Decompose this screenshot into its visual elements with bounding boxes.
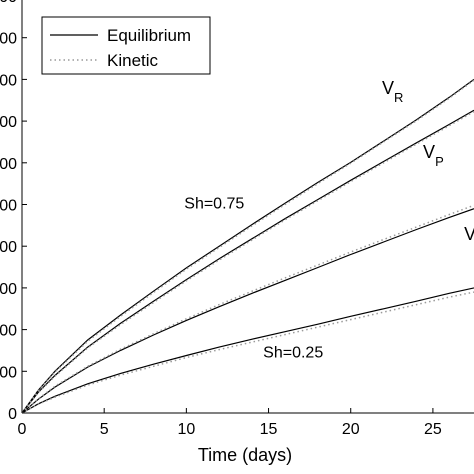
axis-layer: 0510152025000000000000000000000: [0, 0, 474, 438]
curve-label-subscript-0: R: [394, 90, 403, 105]
y-tick-label-400: 00: [0, 239, 17, 256]
curve-label-subscript-1: P: [435, 154, 444, 169]
series-line-2: [21, 208, 474, 414]
y-tick-label-1000: 00: [0, 0, 17, 6]
curve-label-2: V: [464, 224, 474, 244]
series-line-0: [21, 78, 474, 414]
curve-label-0: VR: [382, 78, 403, 105]
annotation-1: Sh=0.25: [263, 345, 323, 362]
y-tick-label-100: 00: [0, 364, 17, 381]
series-line-6: [21, 204, 474, 414]
legend-label-kinetic: Kinetic: [107, 51, 159, 70]
x-tick-label-25: 25: [424, 421, 442, 438]
annotation-0: Sh=0.75: [184, 196, 244, 213]
x-tick-label-0: 0: [18, 421, 27, 438]
y-tick-label-700: 00: [0, 114, 17, 131]
y-tick-label-0: 0: [8, 406, 17, 423]
x-tick-label-10: 10: [177, 421, 195, 438]
series-layer: [21, 78, 474, 414]
series-line-4: [21, 79, 474, 414]
legend-box: [41, 16, 211, 75]
x-tick-label-15: 15: [260, 421, 278, 438]
legend: Equilibrium Kinetic: [41, 16, 211, 75]
curve-label-1: VP: [423, 142, 444, 169]
y-tick-label-800: 00: [0, 72, 17, 89]
series-line-7: [21, 291, 474, 414]
y-tick-label-300: 00: [0, 281, 17, 298]
series-line-1: [21, 109, 474, 414]
y-tick-label-900: 00: [0, 31, 17, 48]
y-tick-label-200: 00: [0, 323, 17, 340]
x-tick-label-5: 5: [100, 421, 109, 438]
x-axis-label: Time (days): [198, 445, 292, 465]
series-line-5: [21, 110, 474, 414]
x-tick-label-20: 20: [342, 421, 360, 438]
y-tick-label-500: 00: [0, 198, 17, 215]
label-layer: Sh=0.75 Sh=0.25 VR VP V: [184, 78, 474, 362]
legend-label-equilibrium: Equilibrium: [107, 26, 191, 45]
series-line-3: [21, 287, 474, 414]
y-tick-label-600: 00: [0, 156, 17, 173]
